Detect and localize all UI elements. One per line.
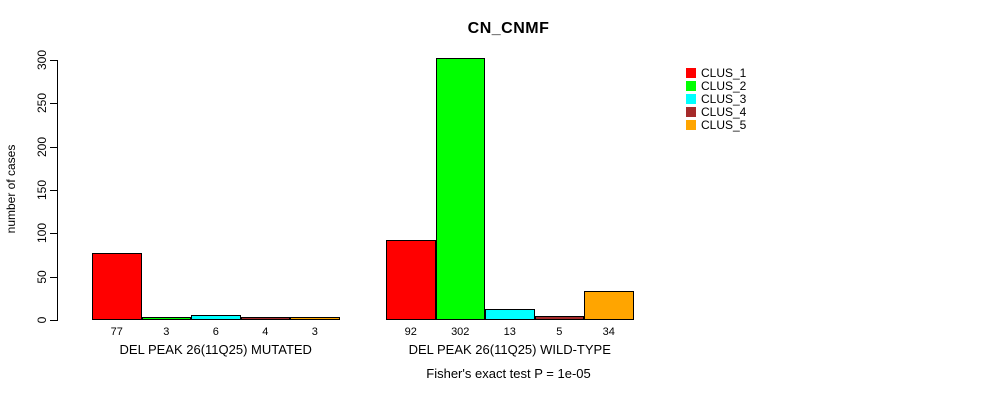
x-axis-group-label: DEL PEAK 26(11Q25) MUTATED [119, 342, 312, 357]
annotation-text: Fisher's exact test P = 1e-05 [426, 366, 591, 381]
bar [584, 290, 634, 320]
bar [386, 240, 436, 320]
bar-value-label: 5 [556, 326, 563, 338]
bar-value-label: 77 [110, 326, 123, 338]
legend-label: CLUS_2 [701, 78, 747, 93]
y-axis-title: number of cases [4, 144, 18, 234]
legend-swatch [686, 93, 696, 104]
y-axis-tick [50, 146, 57, 148]
y-axis-tick-label: 250 [35, 93, 49, 114]
legend-item: CLUS_4 [686, 104, 747, 119]
bar-value-label: 34 [602, 326, 615, 338]
legend-swatch [686, 106, 696, 117]
legend: CLUS_1 CLUS_2 CLUS_3 CLUS_4 CLUS_5 [686, 65, 747, 132]
y-axis-tick-label: 300 [35, 49, 49, 71]
bar-value-label: 92 [404, 326, 417, 338]
legend-swatch [686, 119, 696, 130]
bar [435, 58, 485, 320]
legend-label: CLUS_4 [701, 104, 747, 119]
y-axis-line [57, 60, 58, 321]
y-axis-tick [50, 276, 57, 278]
y-axis-tick [50, 233, 57, 235]
bar [485, 308, 535, 320]
legend-label: CLUS_5 [701, 117, 747, 132]
legend-swatch [686, 67, 696, 78]
bar-value-label: 13 [503, 326, 516, 338]
bar-value-label: 3 [311, 326, 318, 338]
bar [141, 317, 191, 320]
y-axis-tick-label: 200 [35, 136, 49, 157]
y-axis-tick [50, 103, 57, 105]
bar-value-label: 6 [212, 326, 219, 338]
chart-title: CN_CNMF [467, 20, 550, 37]
bar [534, 315, 584, 320]
y-axis-tick-label: 150 [35, 179, 49, 201]
legend-swatch [686, 80, 696, 91]
bar-value-label: 4 [262, 326, 269, 338]
bar [240, 316, 290, 320]
y-axis-tick-label: 50 [35, 269, 49, 284]
y-axis-tick [50, 190, 57, 191]
legend-item: CLUS_3 [686, 91, 747, 106]
y-axis-tick [50, 60, 57, 61]
bar-value-label: 3 [163, 326, 170, 338]
bar [290, 317, 340, 320]
bar [191, 314, 241, 320]
legend-item: CLUS_2 [686, 78, 747, 93]
y-axis-tick-label: 0 [35, 316, 49, 324]
legend-item: CLUS_1 [686, 65, 747, 80]
x-axis-group-label: DEL PEAK 26(11Q25) WILD-TYPE [408, 342, 611, 357]
legend-label: CLUS_1 [701, 65, 747, 80]
y-axis-tick-label: 100 [35, 223, 49, 244]
y-axis-tick [50, 320, 57, 321]
bar-value-label: 302 [451, 326, 470, 338]
legend-item: CLUS_5 [686, 117, 747, 132]
legend-label: CLUS_3 [701, 91, 747, 106]
bar [92, 253, 142, 320]
